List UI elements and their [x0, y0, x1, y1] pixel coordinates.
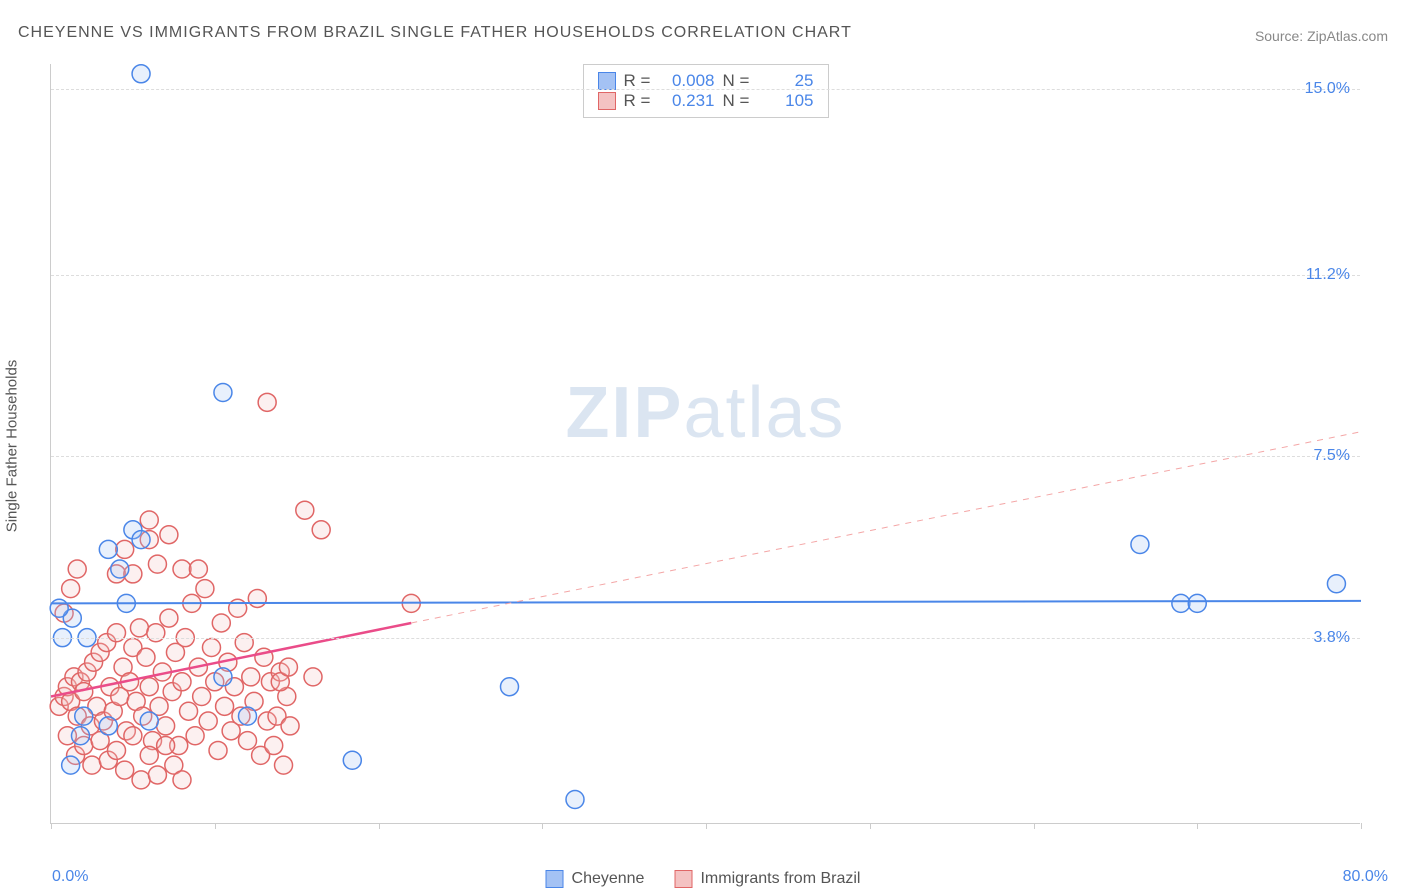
x-tick — [870, 823, 871, 829]
y-tick-label: 11.2% — [1306, 266, 1350, 284]
y-tick-label: 7.5% — [1314, 447, 1350, 465]
x-tick — [1034, 823, 1035, 829]
y-tick-label: 3.8% — [1314, 629, 1350, 647]
source-label: Source: ZipAtlas.com — [1255, 28, 1388, 44]
y-axis-label: Single Father Households — [4, 360, 21, 533]
x-tick — [542, 823, 543, 829]
plot-area: ZIPatlas R = 0.008 N = 25 R = 0.231 N = … — [50, 64, 1360, 824]
scatter-svg — [51, 64, 1360, 823]
y-tick-label: 15.0% — [1305, 80, 1350, 98]
x-tick — [1361, 823, 1362, 829]
chart-title: CHEYENNE VS IMMIGRANTS FROM BRAZIL SINGL… — [18, 24, 852, 42]
legend-item: Immigrants from Brazil — [674, 870, 860, 888]
gridline-h — [51, 275, 1360, 276]
x-tick-end: 80.0% — [1343, 868, 1388, 886]
legend-label: Immigrants from Brazil — [700, 870, 860, 888]
x-tick — [706, 823, 707, 829]
gridline-h — [51, 456, 1360, 457]
legend-bottom: Cheyenne Immigrants from Brazil — [546, 870, 861, 888]
x-tick — [1197, 823, 1198, 829]
x-tick — [51, 823, 52, 829]
x-tick — [379, 823, 380, 829]
x-tick-start: 0.0% — [52, 868, 88, 886]
legend-swatch — [674, 870, 692, 888]
legend-item: Cheyenne — [546, 870, 645, 888]
legend-label: Cheyenne — [572, 870, 645, 888]
legend-swatch — [546, 870, 564, 888]
gridline-h — [51, 638, 1360, 639]
gridline-h — [51, 89, 1360, 90]
x-tick — [215, 823, 216, 829]
